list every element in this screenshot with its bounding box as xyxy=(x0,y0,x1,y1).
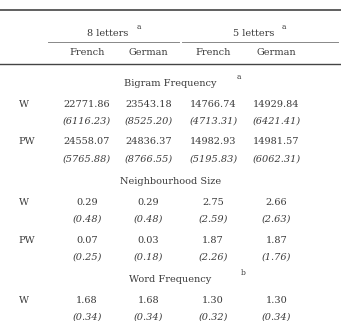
Text: Bigram Frequency: Bigram Frequency xyxy=(124,79,217,88)
Text: (6116.23): (6116.23) xyxy=(63,117,111,126)
Text: 23543.18: 23543.18 xyxy=(125,100,172,109)
Text: (0.34): (0.34) xyxy=(134,313,163,321)
Text: French: French xyxy=(195,48,231,57)
Text: 0.07: 0.07 xyxy=(76,236,98,245)
Text: 14766.74: 14766.74 xyxy=(190,100,236,109)
Text: (8525.20): (8525.20) xyxy=(124,117,173,126)
Text: German: German xyxy=(256,48,296,57)
Text: 0.29: 0.29 xyxy=(76,198,98,207)
Text: a: a xyxy=(237,73,241,81)
Text: Neighbourhood Size: Neighbourhood Size xyxy=(120,177,221,186)
Text: 1.87: 1.87 xyxy=(265,236,287,245)
Text: French: French xyxy=(69,48,105,57)
Text: (0.48): (0.48) xyxy=(134,215,163,224)
Text: 0.03: 0.03 xyxy=(137,236,159,245)
Text: b: b xyxy=(240,270,245,277)
Text: W: W xyxy=(19,100,29,109)
Text: 24836.37: 24836.37 xyxy=(125,137,172,146)
Text: 1.87: 1.87 xyxy=(202,236,224,245)
Text: W: W xyxy=(19,198,29,207)
Text: a: a xyxy=(136,23,141,30)
Text: W: W xyxy=(19,296,29,305)
Text: 1.68: 1.68 xyxy=(76,296,98,305)
Text: (2.63): (2.63) xyxy=(262,215,291,224)
Text: 1.68: 1.68 xyxy=(137,296,159,305)
Text: 5 letters: 5 letters xyxy=(233,29,275,38)
Text: Word Frequency: Word Frequency xyxy=(129,275,212,284)
Text: (5195.83): (5195.83) xyxy=(189,154,237,163)
Text: (2.26): (2.26) xyxy=(198,252,228,261)
Text: 8 letters: 8 letters xyxy=(87,29,128,38)
Text: a: a xyxy=(282,23,286,30)
Text: 1.30: 1.30 xyxy=(265,296,287,305)
Text: (0.48): (0.48) xyxy=(72,215,102,224)
Text: PW: PW xyxy=(19,236,35,245)
Text: 14929.84: 14929.84 xyxy=(253,100,299,109)
Text: 14982.93: 14982.93 xyxy=(190,137,236,146)
Text: (8766.55): (8766.55) xyxy=(124,154,173,163)
Text: 2.75: 2.75 xyxy=(202,198,224,207)
Text: (2.59): (2.59) xyxy=(198,215,228,224)
Text: (0.18): (0.18) xyxy=(134,252,163,261)
Text: (1.76): (1.76) xyxy=(262,252,291,261)
Text: (0.25): (0.25) xyxy=(72,252,102,261)
Text: 14981.57: 14981.57 xyxy=(253,137,299,146)
Text: (6421.41): (6421.41) xyxy=(252,117,300,126)
Text: German: German xyxy=(129,48,168,57)
Text: 24558.07: 24558.07 xyxy=(64,137,110,146)
Text: PW: PW xyxy=(19,137,35,146)
Text: (5765.88): (5765.88) xyxy=(63,154,111,163)
Text: (0.32): (0.32) xyxy=(198,313,228,321)
Text: (0.34): (0.34) xyxy=(262,313,291,321)
Text: 1.30: 1.30 xyxy=(202,296,224,305)
Text: (0.34): (0.34) xyxy=(72,313,102,321)
Text: 2.66: 2.66 xyxy=(265,198,287,207)
Text: (4713.31): (4713.31) xyxy=(189,117,237,126)
Text: 22771.86: 22771.86 xyxy=(64,100,110,109)
Text: 0.29: 0.29 xyxy=(137,198,159,207)
Text: (6062.31): (6062.31) xyxy=(252,154,300,163)
